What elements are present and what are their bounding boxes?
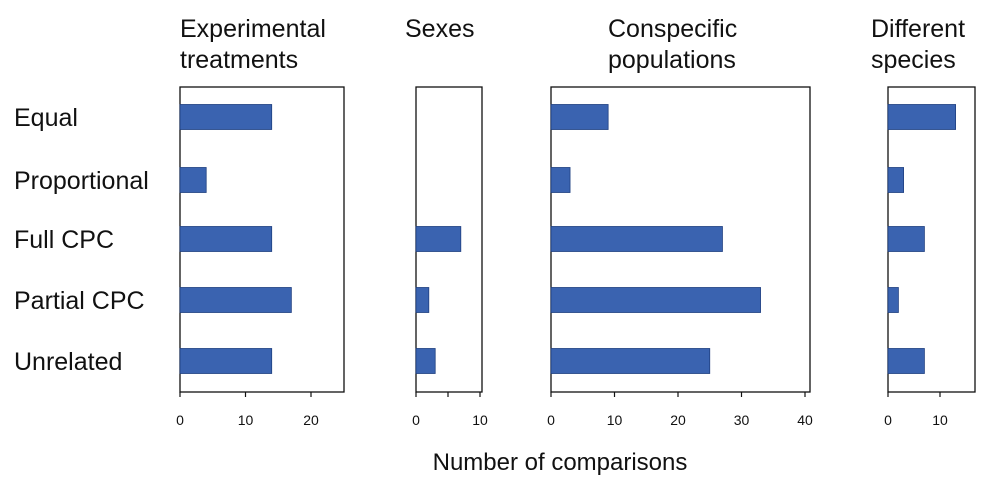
category-label: Full CPC (14, 226, 114, 254)
bar (887, 287, 899, 313)
bar (179, 287, 292, 313)
bar (887, 167, 905, 193)
tick-label: 10 (607, 412, 623, 428)
category-label: Proportional (14, 167, 149, 195)
bar (887, 226, 925, 252)
bar (887, 104, 956, 130)
panel-title: Experimental (180, 15, 326, 43)
category-label: Unrelated (14, 348, 122, 376)
bar (415, 348, 436, 374)
tick-label: 30 (734, 412, 750, 428)
panel-title: Conspecific (608, 15, 737, 43)
tick-label: 10 (472, 412, 488, 428)
tick-label: 20 (670, 412, 686, 428)
panel-title: Different (871, 15, 965, 43)
tick-label: 0 (884, 412, 892, 428)
bar (179, 226, 273, 252)
panel-title: Sexes (405, 15, 474, 43)
tick-label: 0 (547, 412, 555, 428)
bar (179, 348, 273, 374)
tick-label: 10 (932, 412, 948, 428)
bar (550, 104, 609, 130)
bar (550, 348, 711, 374)
tick-label: 20 (303, 412, 319, 428)
tick-label: 0 (176, 412, 184, 428)
bar (550, 287, 761, 313)
panel-title: populations (608, 46, 736, 74)
bar (415, 287, 430, 313)
bar (179, 167, 207, 193)
category-label: Partial CPC (14, 287, 145, 315)
tick-label: 10 (238, 412, 254, 428)
panel-title: species (871, 46, 956, 74)
category-label: Equal (14, 104, 78, 132)
tick-label: 40 (797, 412, 813, 428)
bar (550, 167, 571, 193)
bar (550, 226, 723, 252)
bar (887, 348, 925, 374)
tick-label: 0 (412, 412, 420, 428)
x-axis-label: Number of comparisons (433, 449, 688, 476)
panel-title: treatments (180, 46, 298, 74)
bar (179, 104, 273, 130)
bar (415, 226, 462, 252)
